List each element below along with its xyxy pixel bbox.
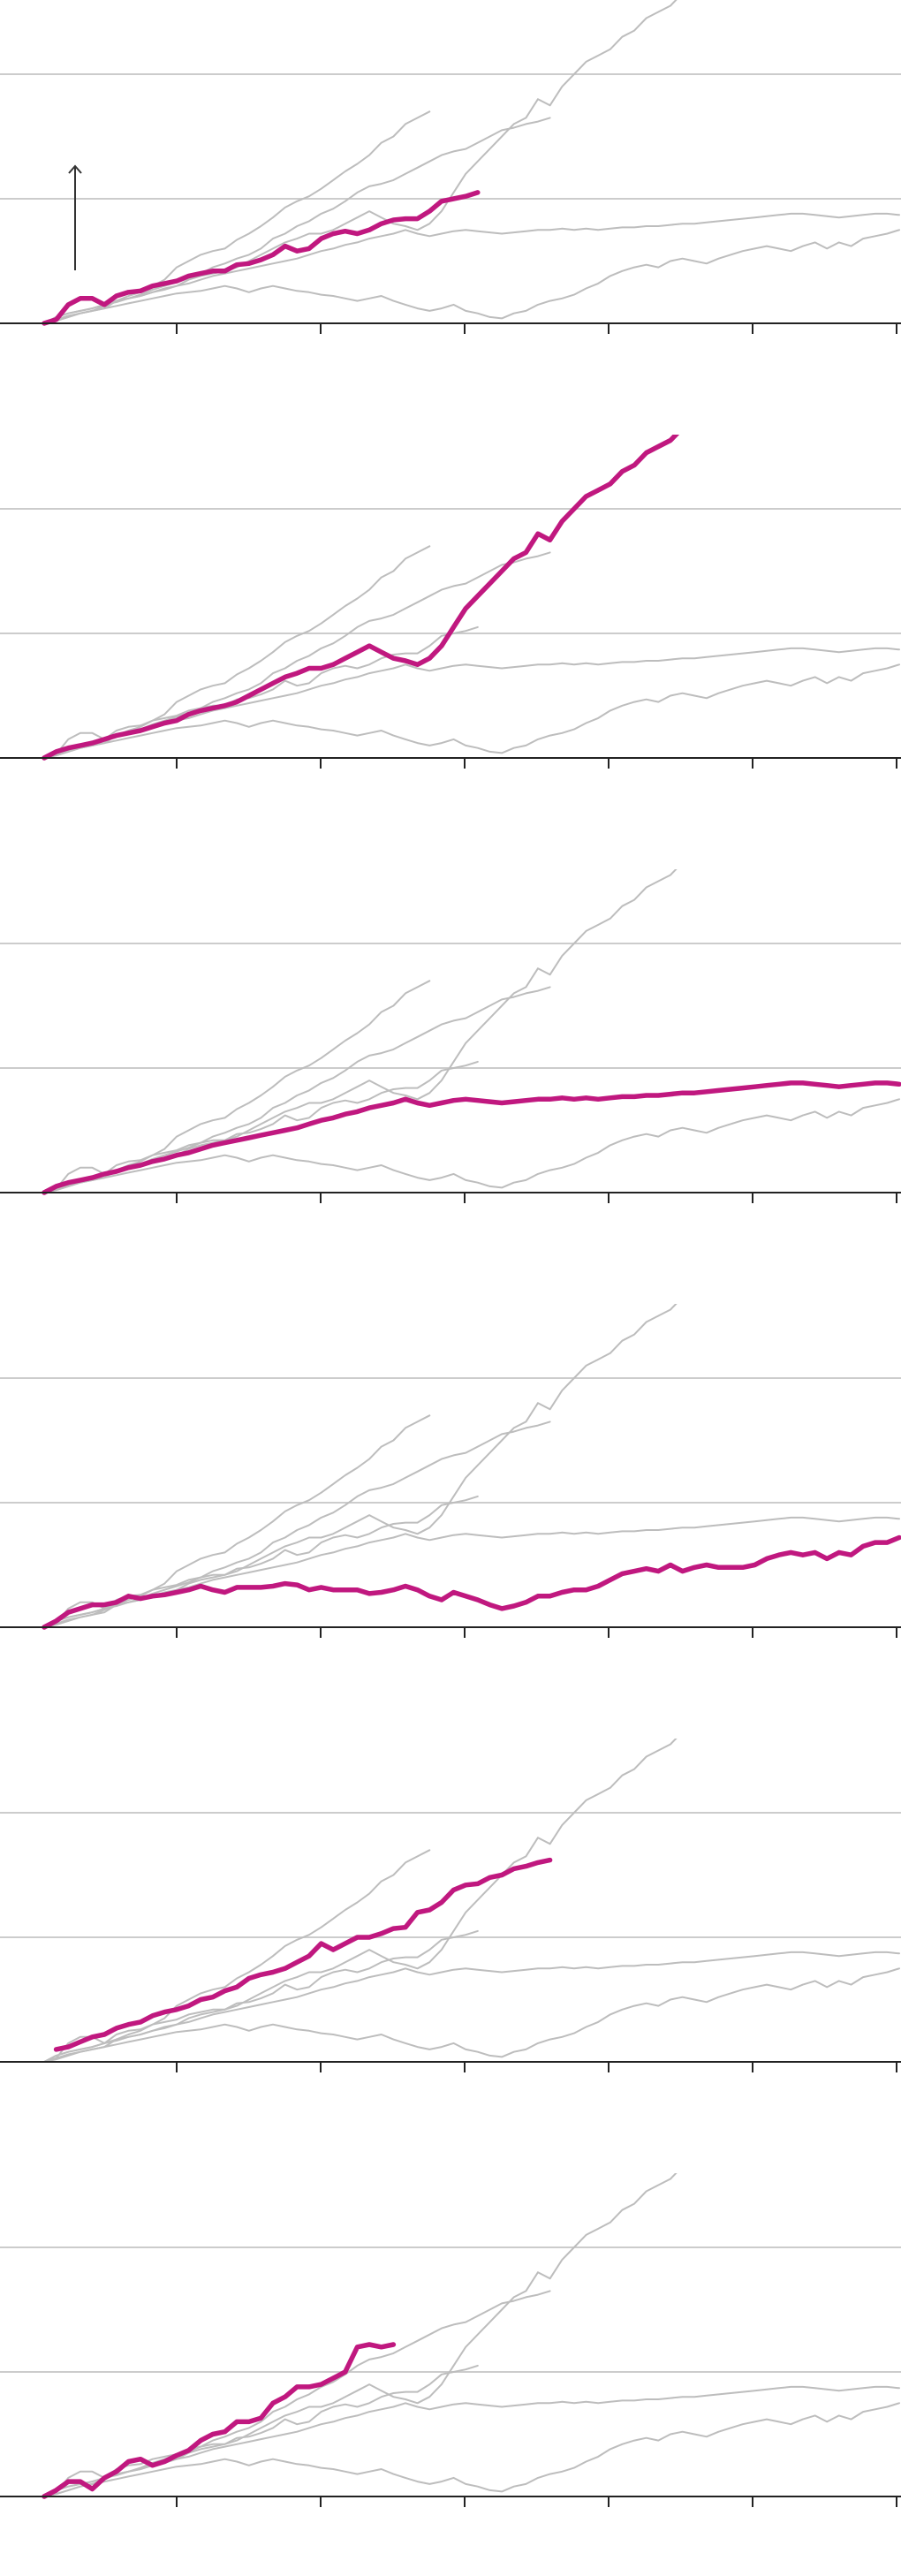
context-series-line	[43, 212, 900, 324]
highlighted-series-line	[42, 1534, 901, 1630]
context-series-line	[43, 1098, 900, 1193]
chart-svg-2	[0, 435, 901, 769]
context-series-line	[43, 1849, 431, 2063]
context-series-line	[43, 980, 431, 1193]
chart-svg-6	[0, 2173, 901, 2507]
context-series-line	[43, 545, 431, 759]
context-series-line	[43, 2173, 678, 2497]
highlighted-series-line	[42, 2342, 397, 2499]
chart-panel-1	[0, 0, 901, 371]
context-series-line	[43, 1304, 678, 1628]
context-series-line	[43, 1739, 678, 2063]
context-series-line	[43, 869, 678, 1193]
context-series-line	[43, 1951, 900, 2063]
chart-panel-2	[0, 435, 901, 806]
context-series-line	[43, 986, 551, 1193]
context-series-line	[43, 625, 479, 759]
chart-panel-5	[0, 1739, 901, 2110]
context-series-line	[43, 110, 431, 324]
context-series-line	[43, 1414, 431, 1628]
chart-svg-3	[0, 869, 901, 1203]
context-series-line	[43, 1929, 479, 2063]
highlighted-series-line	[53, 1857, 553, 2052]
context-series-line	[43, 647, 900, 759]
context-series-line	[43, 2402, 900, 2497]
chart-panel-3	[0, 869, 901, 1240]
context-series-line	[43, 1516, 900, 1628]
chart-panel-4	[0, 1304, 901, 1675]
highlighted-series-line	[42, 435, 680, 761]
context-series-line	[43, 229, 900, 324]
context-series-line	[43, 1967, 900, 2063]
chart-svg-1	[0, 0, 901, 334]
context-series-line	[43, 2385, 900, 2497]
context-series-line	[43, 663, 900, 759]
context-series-line	[43, 551, 551, 759]
context-series-line	[43, 0, 678, 324]
context-series-line	[43, 1060, 479, 1193]
highlighted-series-line	[42, 1080, 901, 1195]
chart-svg-5	[0, 1739, 901, 2072]
chart-svg-4	[0, 1304, 901, 1638]
chart-panel-6	[0, 2173, 901, 2544]
highlighted-series-line	[42, 190, 481, 326]
up-arrow-icon	[68, 164, 82, 270]
